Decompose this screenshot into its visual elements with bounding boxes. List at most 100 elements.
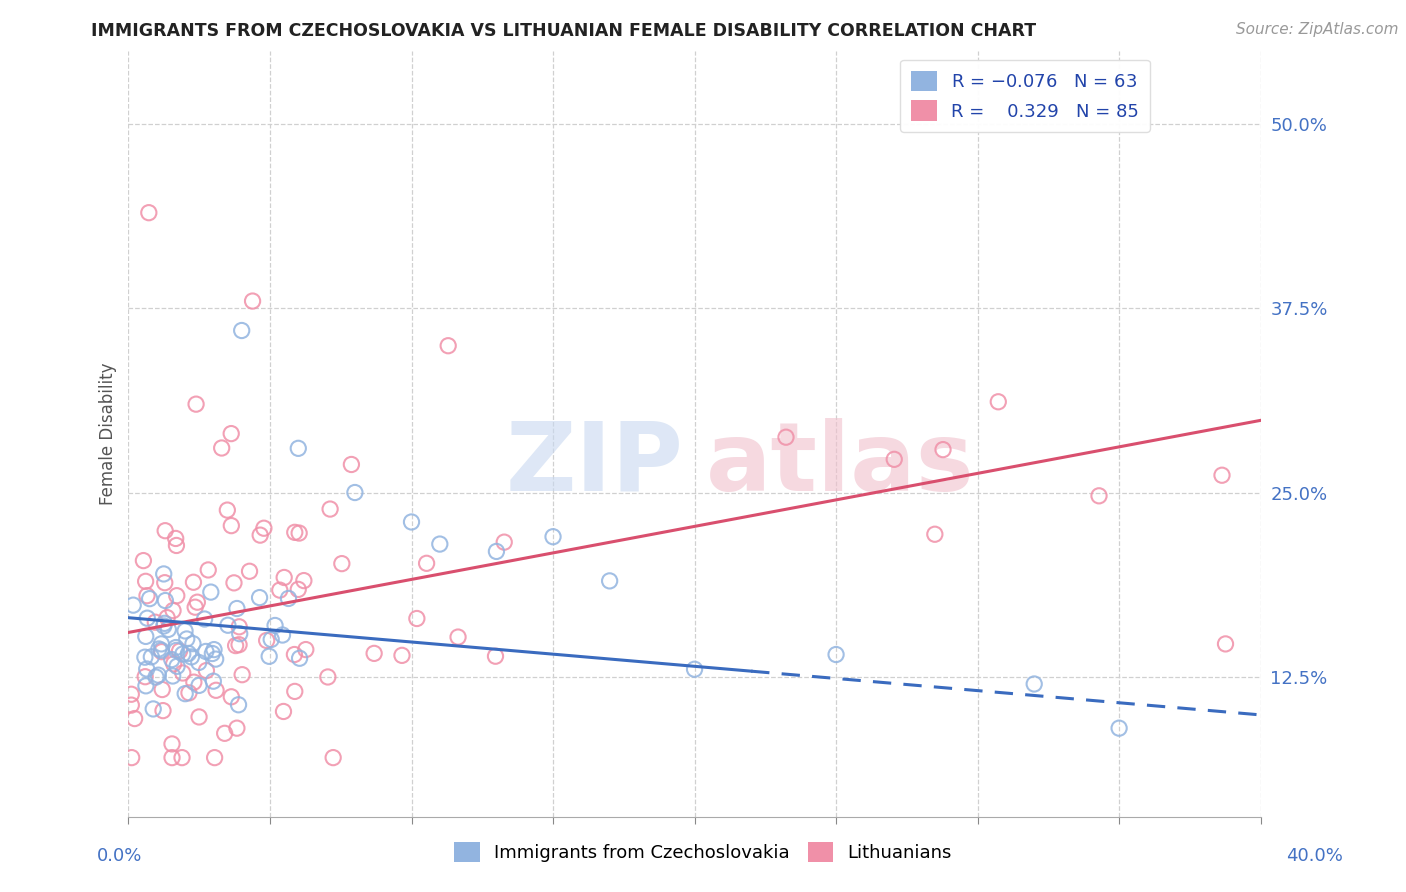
Point [155, 593, 177, 607]
Point [284, 684, 307, 698]
Point [204, 750, 226, 764]
Point [249, 591, 271, 605]
Point [120, 698, 142, 712]
Point [176, 632, 198, 646]
Point [363, 647, 385, 661]
Point [187, 656, 209, 670]
Point [132, 553, 155, 567]
Text: ZIP: ZIP [505, 417, 683, 511]
Point [256, 633, 278, 648]
Point [228, 620, 250, 634]
Point [484, 649, 506, 664]
Point [160, 737, 183, 751]
Point [194, 644, 217, 658]
Point [202, 674, 225, 689]
Point [157, 623, 180, 637]
Point [172, 647, 194, 661]
Point [150, 643, 173, 657]
Text: Source: ZipAtlas.com: Source: ZipAtlas.com [1236, 22, 1399, 37]
Point [170, 750, 193, 764]
Point [165, 640, 187, 655]
Point [165, 532, 187, 546]
Point [883, 452, 905, 467]
Point [249, 528, 271, 542]
Point [150, 645, 173, 659]
Point [277, 591, 299, 606]
Point [153, 619, 176, 633]
Point [156, 610, 179, 624]
Point [183, 575, 205, 590]
Point [228, 626, 250, 640]
Point [231, 324, 253, 338]
Point [162, 603, 184, 617]
Point [177, 686, 200, 700]
Point [186, 595, 208, 609]
Point [143, 615, 166, 630]
Point [172, 665, 194, 680]
Point [160, 750, 183, 764]
Text: 0.0%: 0.0% [97, 847, 142, 864]
Point [141, 649, 163, 664]
Point [1088, 489, 1111, 503]
Point [924, 527, 946, 541]
Point [122, 598, 145, 612]
Point [188, 710, 211, 724]
Text: atlas: atlas [706, 417, 974, 511]
Point [273, 705, 295, 719]
Text: 40.0%: 40.0% [1286, 847, 1343, 864]
Point [225, 721, 247, 735]
Point [204, 652, 226, 666]
Point [142, 702, 165, 716]
Point [401, 515, 423, 529]
Point [183, 675, 205, 690]
Point [1215, 637, 1237, 651]
Point [987, 394, 1010, 409]
Point [825, 648, 848, 662]
Point [197, 563, 219, 577]
Legend: Immigrants from Czechoslovakia, Lithuanians: Immigrants from Czechoslovakia, Lithuani… [447, 834, 959, 870]
Point [273, 570, 295, 584]
Point [163, 657, 186, 671]
Point [134, 650, 156, 665]
Point [153, 575, 176, 590]
Point [134, 670, 156, 684]
Point [202, 642, 225, 657]
Point [260, 632, 283, 647]
Point [1211, 468, 1233, 483]
Point [181, 637, 204, 651]
Point [288, 526, 311, 541]
Point [271, 628, 294, 642]
Point [201, 647, 224, 661]
Point [264, 618, 287, 632]
Point [1024, 677, 1046, 691]
Point [180, 649, 202, 664]
Point [138, 591, 160, 606]
Point [541, 530, 564, 544]
Point [174, 687, 197, 701]
Point [184, 397, 207, 411]
Point [225, 639, 247, 653]
Point [165, 538, 187, 552]
Point [253, 521, 276, 535]
Point [340, 458, 363, 472]
Point [188, 678, 211, 692]
Point [222, 575, 245, 590]
Point [322, 750, 344, 764]
Point [228, 698, 250, 712]
Point [217, 503, 239, 517]
Point [1108, 721, 1130, 735]
Point [221, 518, 243, 533]
Text: IMMIGRANTS FROM CZECHOSLOVAKIA VS LITHUANIAN FEMALE DISABILITY CORRELATION CHART: IMMIGRANTS FROM CZECHOSLOVAKIA VS LITHUA… [91, 22, 1036, 40]
Point [194, 612, 217, 626]
Point [292, 574, 315, 588]
Point [238, 564, 260, 578]
Point [153, 616, 176, 631]
Point [391, 648, 413, 663]
Point [287, 582, 309, 597]
Legend: R = $-$0.076   N = 63, R =    0.329   N = 85: R = $-$0.076 N = 63, R = 0.329 N = 85 [900, 60, 1150, 132]
Point [135, 629, 157, 643]
Point [150, 682, 173, 697]
Point [148, 668, 170, 682]
Point [165, 643, 187, 657]
Point [287, 442, 309, 456]
